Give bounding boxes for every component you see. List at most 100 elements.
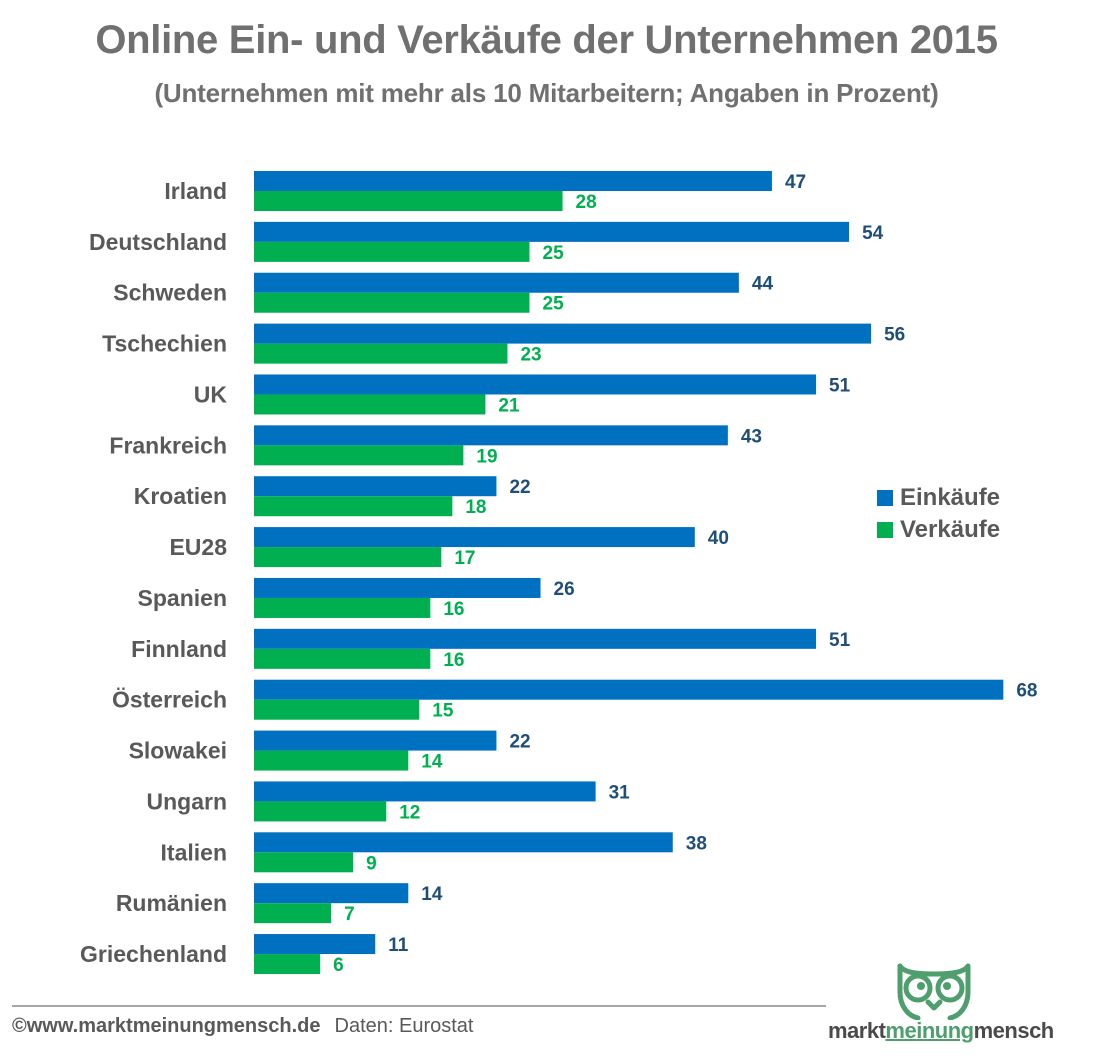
value-label-einkaeufe-irland: 47 [785, 172, 806, 193]
category-label-eu28: EU28 [169, 534, 227, 560]
value-label-einkaeufe-tschechien: 56 [884, 325, 905, 346]
bar-einkaeufe-deutschland [254, 221, 850, 242]
bar-verkaeufe-italien [254, 852, 354, 873]
brand-logo[interactable]: marktmeinungmensch [826, 962, 1066, 1052]
value-label-verkaeufe-italien: 9 [366, 853, 377, 874]
bar-einkaeufe-ungarn [254, 781, 596, 802]
category-label-schweden: Schweden [113, 280, 227, 306]
bar-verkaeufe-ungarn [254, 801, 387, 822]
value-label-einkaeufe-deutschland: 54 [862, 223, 884, 244]
legend-item-einkaeufe: Einkäufe [877, 482, 1000, 514]
bar-einkaeufe-uk [254, 374, 817, 395]
value-label-einkaeufe-finnland: 51 [829, 630, 851, 651]
value-label-verkaeufe-eu28: 17 [454, 548, 475, 569]
legend-item-verkaeufe: Verkäufe [877, 514, 1000, 546]
owl-icon [897, 963, 971, 1020]
legend: Einkäufe Verkäufe [877, 482, 1000, 546]
legend-swatch-einkaeufe [877, 490, 893, 506]
logo-text-meinung: meinung [885, 1018, 974, 1043]
value-label-einkaeufe-spanien: 26 [554, 579, 575, 600]
bar-einkaeufe-griechenland [254, 934, 376, 955]
bar-einkaeufe-eu28 [254, 527, 695, 548]
bar-einkaeufe-slowakei [254, 730, 497, 751]
bar-einkaeufe-tschechien [254, 323, 872, 344]
bars-layer: Irland 47 28 Deutschland 54 25 Schweden 44 25 Tsc… [80, 171, 1038, 976]
legend-label-einkaeufe: Einkäufe [900, 484, 1001, 511]
bar-verkaeufe-irland [254, 191, 563, 211]
bar-verkaeufe-rumaenien [254, 903, 332, 924]
value-label-verkaeufe-irland: 28 [576, 192, 597, 213]
value-label-einkaeufe-oesterreich: 68 [1016, 681, 1037, 702]
value-label-einkaeufe-italien: 38 [686, 833, 707, 854]
bar-einkaeufe-rumaenien [254, 883, 409, 904]
value-label-verkaeufe-kroatien: 18 [465, 497, 486, 518]
bar-einkaeufe-irland [254, 171, 772, 191]
bar-verkaeufe-oesterreich [254, 699, 420, 720]
category-label-kroatien: Kroatien [134, 483, 227, 509]
bar-verkaeufe-eu28 [254, 547, 442, 568]
logo-text-markt: markt [828, 1018, 886, 1043]
footer-source: Daten: Eurostat [334, 1015, 474, 1037]
value-label-einkaeufe-schweden: 44 [752, 274, 774, 295]
bar-einkaeufe-finnland [254, 628, 817, 649]
footer-divider [12, 1005, 826, 1007]
logo-wordmark: marktmeinungmensch [828, 1018, 1054, 1044]
bar-einkaeufe-oesterreich [254, 679, 1004, 700]
value-label-verkaeufe-ungarn: 12 [399, 802, 420, 823]
category-label-griechenland: Griechenland [80, 941, 227, 967]
chart-title: Online Ein- und Verkäufe der Unternehmen… [95, 18, 998, 62]
value-label-verkaeufe-deutschland: 25 [543, 243, 565, 264]
bar-einkaeufe-italien [254, 832, 673, 853]
bar-verkaeufe-uk [254, 394, 486, 415]
value-label-einkaeufe-uk: 51 [829, 375, 851, 396]
value-label-einkaeufe-griechenland: 11 [388, 935, 409, 956]
category-label-ungarn: Ungarn [147, 788, 228, 814]
value-label-verkaeufe-griechenland: 6 [333, 955, 344, 976]
bar-einkaeufe-schweden [254, 272, 739, 293]
value-label-verkaeufe-tschechien: 23 [520, 345, 541, 366]
category-label-uk: UK [194, 381, 228, 407]
bar-verkaeufe-slowakei [254, 750, 409, 771]
category-label-irland: Irland [164, 178, 227, 204]
bar-einkaeufe-frankreich [254, 425, 728, 446]
bar-verkaeufe-frankreich [254, 445, 464, 466]
category-label-slowakei: Slowakei [129, 738, 227, 764]
value-label-einkaeufe-slowakei: 22 [509, 732, 530, 753]
category-label-spanien: Spanien [138, 585, 227, 611]
footer: ©www.marktmeinungmensch.de Daten: Eurosta… [12, 1015, 473, 1038]
bar-verkaeufe-finnland [254, 648, 431, 669]
bar-verkaeufe-spanien [254, 597, 431, 618]
value-label-einkaeufe-eu28: 40 [708, 528, 729, 549]
value-label-einkaeufe-frankreich: 43 [741, 426, 762, 447]
logo-text-mensch: mensch [973, 1018, 1055, 1043]
bar-verkaeufe-griechenland [254, 954, 321, 975]
chart-subtitle: (Unternehmen mit mehr als 10 Mitarbeiter… [154, 78, 939, 108]
bar-einkaeufe-spanien [254, 577, 541, 598]
category-label-rumaenien: Rumänien [116, 890, 227, 916]
bar-einkaeufe-kroatien [254, 476, 497, 497]
value-label-verkaeufe-spanien: 16 [443, 599, 464, 620]
footer-copyright-link[interactable]: ©www.marktmeinungmensch.de [12, 1015, 321, 1037]
category-label-deutschland: Deutschland [89, 229, 227, 255]
category-label-oesterreich: Österreich [112, 687, 227, 713]
bar-chart: Irland 47 28 Deutschland 54 25 Schweden 44 25 Tsc… [80, 171, 1038, 976]
bar-verkaeufe-schweden [254, 292, 530, 313]
value-label-einkaeufe-ungarn: 31 [609, 782, 631, 803]
legend-swatch-verkaeufe [877, 522, 893, 538]
value-label-verkaeufe-schweden: 25 [543, 294, 565, 315]
value-label-verkaeufe-finnland: 16 [443, 650, 464, 671]
bar-verkaeufe-kroatien [254, 496, 453, 517]
bar-verkaeufe-deutschland [254, 241, 530, 262]
value-label-verkaeufe-rumaenien: 7 [344, 904, 355, 925]
legend-label-verkaeufe: Verkäufe [900, 516, 1001, 543]
category-label-finnland: Finnland [131, 636, 227, 662]
value-label-einkaeufe-rumaenien: 14 [421, 884, 443, 905]
value-label-einkaeufe-kroatien: 22 [509, 477, 530, 498]
category-label-frankreich: Frankreich [109, 432, 227, 458]
value-label-verkaeufe-slowakei: 14 [421, 752, 443, 773]
value-label-verkaeufe-oesterreich: 15 [432, 701, 454, 722]
value-label-verkaeufe-frankreich: 19 [476, 446, 497, 467]
category-label-italien: Italien [161, 839, 227, 865]
value-label-verkaeufe-uk: 21 [498, 395, 520, 416]
bar-verkaeufe-tschechien [254, 343, 508, 364]
